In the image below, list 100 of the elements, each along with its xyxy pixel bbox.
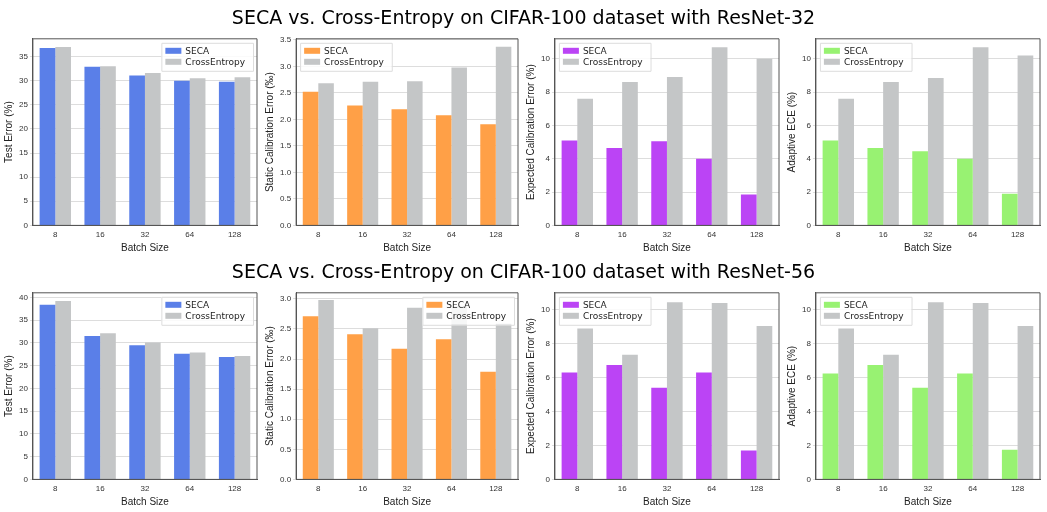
y-tick-label: 25 [18,100,29,110]
y-tick-label: 0.0 [280,474,292,484]
y-tick-label: 2.5 [280,324,292,334]
y-tick-label: 0 [23,220,29,230]
x-tick-label: 16 [878,484,889,494]
y-tick-label: 4 [806,153,812,163]
x-tick-label: 64 [968,484,978,494]
y-tick-label: 5 [23,451,29,461]
y-tick-label: 1.5 [280,384,292,394]
y-tick-label: 15 [18,148,29,158]
x-tick-label: 32 [140,484,150,494]
x-tick-label: 8 [575,484,581,494]
y-tick-label: 0 [806,474,812,484]
bar [39,47,56,225]
bar [740,450,757,479]
x-axis-title: Batch Size [904,495,953,507]
bar [362,328,379,479]
x-tick-label: 64 [185,230,195,240]
bar [407,307,423,479]
legend-label: SECA [843,299,869,310]
x-tick-label: 32 [140,230,150,240]
bar [1001,193,1018,225]
bar [883,82,899,225]
x-axis-title: Batch Size [643,241,692,253]
y-axis-title: Static Calibration Error (‰) [263,326,275,447]
bar [696,158,712,225]
bar [927,302,944,479]
bar [302,91,319,225]
y-tick-label: 4 [806,406,812,416]
y-tick-label: 10 [540,54,551,63]
bar [234,356,251,479]
x-tick-label: 32 [923,484,933,494]
bar [666,77,683,225]
y-tick-label: 3.0 [280,61,292,71]
x-axis-title: Batch Size [383,495,432,507]
legend-label: SECA [843,45,869,56]
bar [867,364,884,479]
bar [495,46,512,225]
legend-label: CrossEntropy [324,56,385,67]
bar [867,147,884,225]
bar [622,354,638,479]
y-tick-label: 2.5 [280,88,292,98]
y-tick-label: 4 [545,153,551,163]
y-tick-label: 2.0 [280,354,292,364]
y-tick-label: 2 [545,440,551,450]
legend-label: CrossEntropy [843,56,905,67]
x-tick-label: 16 [358,230,368,240]
bar [218,81,235,225]
y-tick-label: 10 [18,172,29,182]
y-tick-label: 5 [23,196,29,206]
legend-label: CrossEntropy [185,310,246,321]
bar [55,47,71,225]
bar [666,302,683,479]
x-tick-label: 128 [227,230,242,240]
x-tick-label: 16 [617,484,628,494]
bar [561,372,578,479]
y-axis-title: Adaptive ECE (%) [785,91,797,173]
bar [912,387,928,479]
legend-label: CrossEntropy [582,310,644,321]
bar [838,98,854,225]
bar [218,356,235,479]
bar [957,158,973,225]
y-tick-label: 4 [545,406,551,416]
x-tick-label: 32 [402,484,413,494]
x-tick-label: 64 [446,484,457,494]
bar [622,82,638,225]
legend-label: SECA [446,299,472,310]
x-tick-label: 32 [923,230,933,240]
x-tick-label: 8 [836,230,842,240]
x-axis-title: Batch Size [121,495,170,507]
bar [318,300,334,479]
x-tick-label: 128 [489,230,504,240]
y-tick-label: 3.5 [280,35,292,45]
bar [480,124,496,225]
y-axis-title: Static Calibration Error (‰) [263,72,275,193]
bar [347,105,363,225]
bar [822,373,839,479]
y-tick-label: 1.5 [280,141,292,151]
legend-label: SECA [324,45,349,56]
x-tick-label: 128 [1010,484,1025,494]
bar [756,325,773,479]
x-tick-label: 128 [749,484,764,494]
bar [391,109,408,225]
y-tick-label: 1.0 [280,414,292,424]
bar [174,80,190,225]
y-axis-title: Test Error (%) [2,101,14,163]
x-tick-label: 8 [316,230,322,240]
y-tick-label: 0.0 [280,220,292,230]
bar [1017,55,1034,225]
bar [100,333,116,479]
bar [234,77,251,225]
bar [696,372,712,479]
x-tick-label: 64 [968,230,978,240]
y-tick-label: 40 [18,292,29,302]
y-tick-label: 0.5 [280,194,292,204]
bar [435,339,452,479]
y-tick-label: 2.0 [280,114,292,124]
y-tick-label: 0 [23,474,29,484]
y-tick-label: 2 [545,187,551,197]
text: SECA vs. Cross-Entropy on CIFAR-100 dataset with ResNet-56 [230,259,817,284]
